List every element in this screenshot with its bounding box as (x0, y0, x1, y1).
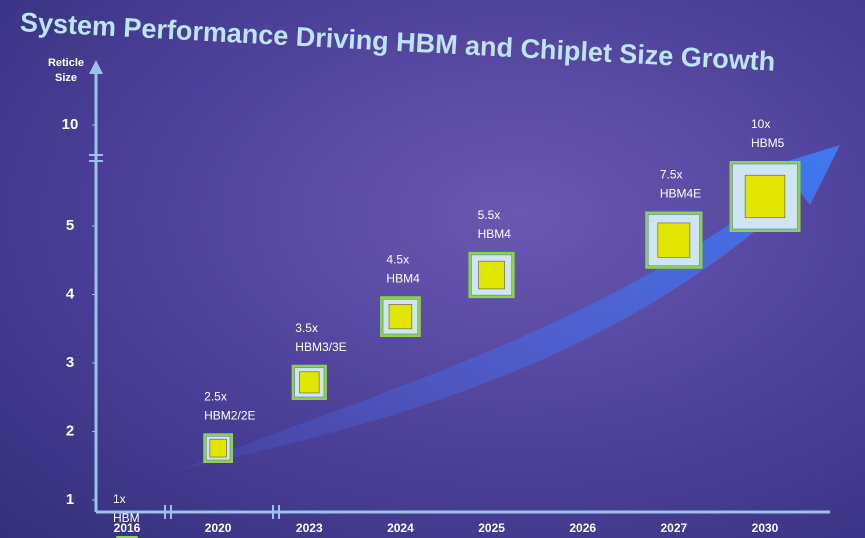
value-label: 1x (113, 492, 126, 506)
y-tick-label: 2 (66, 422, 74, 439)
chiplet (645, 211, 703, 269)
memory-label: HBM (113, 511, 140, 525)
memory-label: HBM4E (660, 187, 701, 201)
y-axis-label: Reticle Size (47, 57, 85, 84)
chiplet (203, 433, 234, 463)
chip-core (209, 438, 227, 458)
value-label: 4.5x (386, 252, 409, 266)
y-tick-label: 5 (66, 217, 74, 234)
y-tick-label: 1 (66, 491, 74, 508)
chiplet (380, 296, 421, 337)
chip-border (116, 536, 138, 538)
memory-label: HBM4 (478, 227, 512, 241)
y-tick-label: 4 (66, 285, 75, 302)
chip-core (657, 222, 691, 258)
x-tick-label: 2027 (661, 521, 688, 535)
value-label: 7.5x (660, 168, 683, 182)
x-tick-label: 2026 (569, 521, 596, 535)
y-tick-label: 10 (62, 116, 79, 133)
value-label: 3.5x (295, 321, 318, 335)
memory-label: HBM2/2E (204, 408, 255, 422)
chart-title: System Performance Driving HBM and Chipl… (19, 7, 776, 77)
x-tick-label: 2030 (752, 521, 779, 535)
y-tick-label: 3 (66, 354, 74, 371)
memory-label: HBM5 (751, 136, 785, 150)
chiplet (729, 161, 801, 232)
chiplet (116, 536, 138, 538)
x-tick-label: 2024 (387, 521, 414, 535)
chip-core (299, 371, 320, 394)
memory-label: HBM4 (386, 271, 420, 285)
memory-label: HBM3/3E (295, 340, 346, 354)
axis-breaks (89, 154, 280, 519)
value-label: 5.5x (478, 208, 501, 222)
x-tick-label: 2020 (205, 521, 232, 535)
value-label: 2.5x (204, 389, 227, 403)
x-tick-label: 2025 (478, 521, 505, 535)
x-tick-label: 2016 (114, 521, 141, 535)
chip-core (478, 260, 505, 290)
chip-core (744, 174, 786, 219)
chip-core (388, 304, 413, 330)
x-tick-label: 2023 (296, 521, 323, 535)
chiplet (468, 251, 515, 299)
chiplet (291, 364, 327, 400)
y-axis-arrow (89, 60, 103, 74)
value-label: 10x (751, 117, 770, 131)
